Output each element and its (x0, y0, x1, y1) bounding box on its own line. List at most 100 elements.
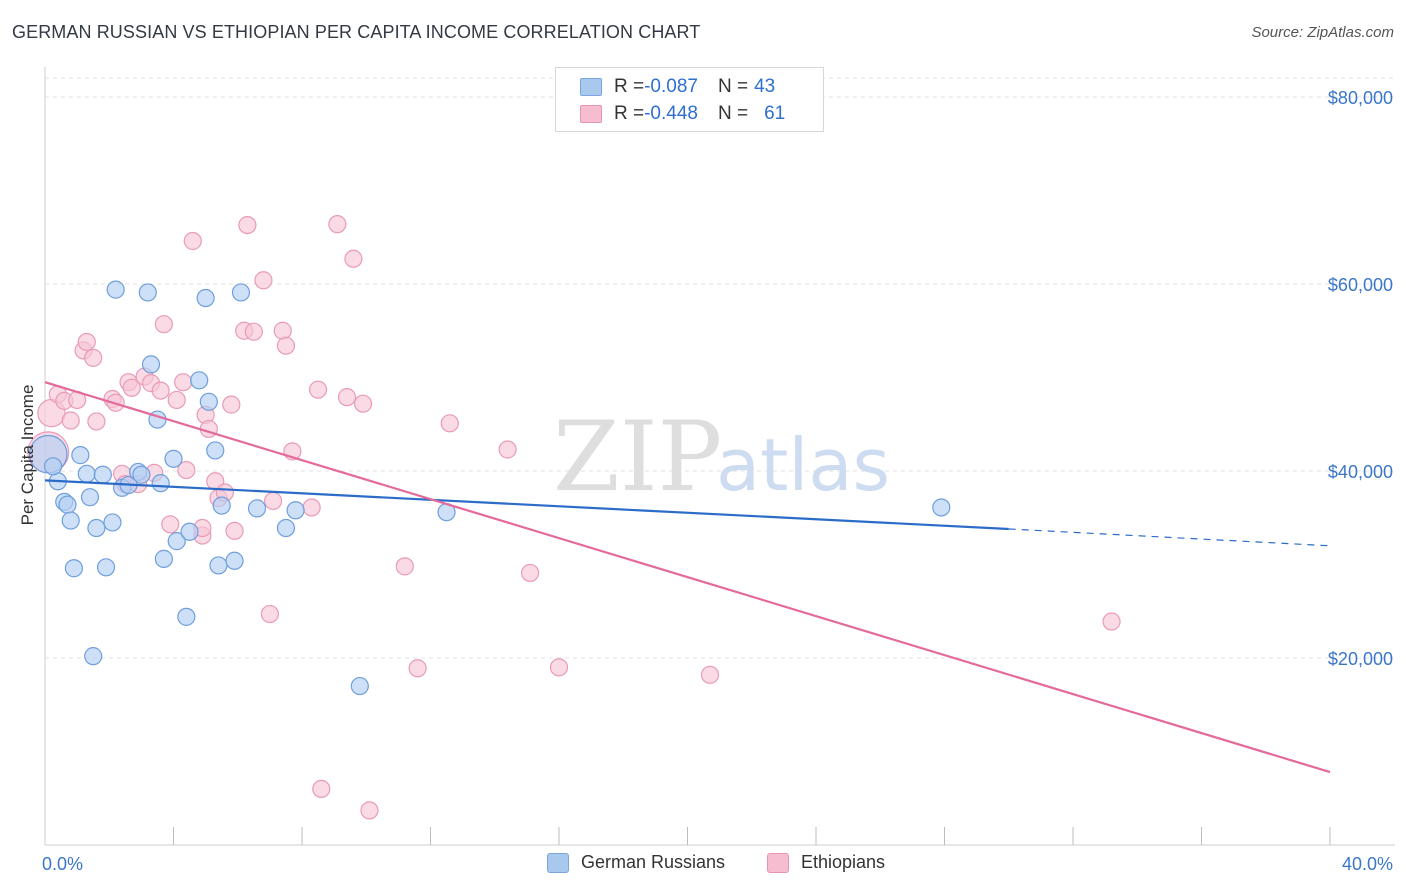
legend-swatch-pink (580, 105, 602, 123)
point-ethiopian (700, 665, 720, 684)
legend-label: Ethiopians (801, 852, 886, 872)
point-german-russian (151, 474, 170, 493)
point-german-russian (247, 499, 267, 518)
point-german-russian (58, 495, 77, 514)
watermark: ZIP atlas (553, 401, 890, 513)
y-tick-label: $80,000 (1328, 88, 1393, 108)
point-german-russian (71, 446, 90, 465)
point-german-russian (209, 556, 228, 575)
r-value: -0.448 (644, 103, 698, 124)
point-ethiopian (273, 321, 292, 340)
stats-legend-row-german-russians: R = -0.087 N = 43 (580, 75, 775, 99)
r-value: -0.087 (644, 76, 698, 97)
point-german-russian (212, 496, 231, 515)
point-ethiopian (353, 394, 373, 413)
point-german-russian (87, 518, 106, 538)
watermark-atlas: atlas (716, 423, 890, 507)
point-ethiopian (328, 215, 347, 234)
point-ethiopian (225, 521, 244, 540)
point-german-russian (286, 501, 305, 520)
point-ethiopian (244, 322, 263, 341)
point-german-russian (190, 371, 209, 390)
r-label: R = (614, 103, 645, 124)
n-value: 61 (764, 103, 786, 124)
point-german-russian (84, 647, 103, 666)
n-value: 43 (754, 76, 776, 97)
x-tick-label: 40.0% (1342, 854, 1393, 874)
point-ethiopian (167, 390, 186, 410)
data-points (27, 215, 1121, 820)
r-label: R = (614, 76, 645, 97)
point-ethiopian (87, 412, 106, 431)
point-ethiopian (302, 498, 321, 517)
n-label: N = (717, 76, 749, 97)
point-german-russian (141, 355, 161, 374)
point-ethiopian (174, 373, 193, 392)
point-ethiopian (337, 388, 357, 407)
point-german-russian (64, 559, 84, 578)
point-german-russian (93, 465, 112, 484)
point-ethiopian (238, 215, 257, 235)
trend-lines (44, 381, 1331, 774)
point-german-russian (225, 551, 244, 570)
point-ethiopian (84, 348, 103, 367)
trend-line-german-russians (44, 479, 1009, 531)
point-german-russian (180, 522, 199, 541)
point-german-russian (43, 457, 63, 476)
point-ethiopian (498, 440, 517, 459)
y-tick-label: $40,000 (1328, 462, 1393, 482)
n-label: N = (717, 103, 749, 124)
point-german-russian (206, 441, 225, 460)
point-german-russian (199, 392, 218, 411)
point-german-russian (932, 498, 951, 517)
point-german-russian (276, 518, 296, 538)
point-ethiopian (344, 249, 363, 268)
axes (44, 67, 1395, 846)
point-german-russian (167, 532, 186, 551)
legend-item-ethiopians[interactable]: Ethiopians (767, 852, 885, 873)
gridlines (45, 77, 1395, 659)
point-german-russian (350, 676, 369, 696)
point-german-russian (80, 488, 100, 507)
stats-legend: R = -0.087 N = 43 R = -0.448 N = 61 (555, 67, 824, 132)
stats-legend-row-ethiopians: R = -0.448 N = 61 (580, 102, 785, 126)
point-german-russian (96, 558, 116, 577)
point-german-russian (154, 549, 173, 568)
point-german-russian (77, 464, 96, 483)
point-ethiopian (395, 557, 414, 576)
point-ethiopian (260, 604, 279, 624)
x-tick-label: 0.0% (42, 854, 83, 874)
chart-title: GERMAN RUSSIAN VS ETHIOPIAN PER CAPITA I… (12, 22, 701, 42)
point-german-russian (164, 449, 183, 468)
point-german-russian (132, 465, 151, 484)
trend-line-extension (1008, 528, 1331, 547)
point-ethiopian (77, 332, 96, 352)
point-ethiopian (151, 381, 170, 400)
point-german-russian (103, 513, 122, 532)
point-ethiopian (199, 419, 218, 439)
y-tick-label: $20,000 (1328, 649, 1393, 669)
point-ethiopian (408, 659, 427, 678)
legend-item-german-russians[interactable]: German Russians (547, 852, 725, 873)
y-axis-label: Per Capita Income (18, 385, 37, 526)
legend-swatch-pink (767, 852, 789, 873)
point-ethiopian (312, 779, 331, 799)
point-ethiopian (360, 801, 379, 820)
point-german-russian (231, 283, 251, 302)
x-tick-labels: 0.0% 40.0% (42, 854, 1393, 874)
legend-label: German Russians (581, 852, 726, 872)
point-german-russian (196, 288, 215, 308)
point-ethiopian (183, 231, 202, 251)
series-legend: German Russians Ethiopians (0, 852, 1406, 878)
point-ethiopian (61, 411, 80, 430)
point-german-russian (138, 283, 157, 302)
legend-swatch-blue (580, 78, 602, 96)
legend-swatch-blue (547, 852, 569, 873)
point-ethiopian (161, 515, 180, 534)
point-ethiopian (520, 563, 540, 583)
point-ethiopian (308, 380, 328, 399)
watermark-zip: ZIP (553, 401, 722, 513)
y-tick-labels: $20,000 $40,000 $60,000 $80,000 (1328, 88, 1393, 669)
point-ethiopian (549, 658, 569, 677)
point-german-russian (61, 511, 80, 530)
